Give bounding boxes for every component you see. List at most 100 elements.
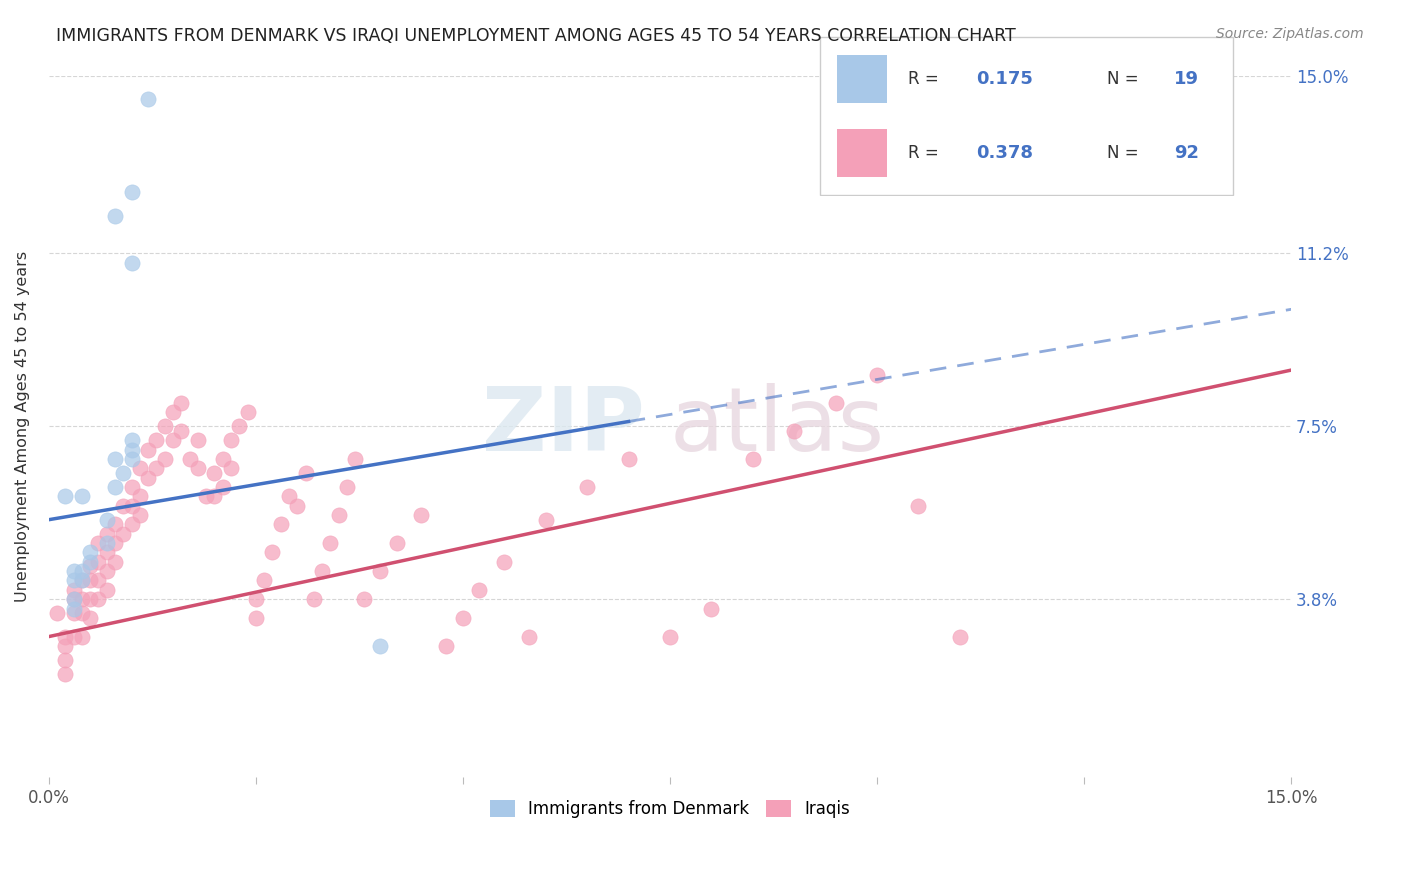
Point [70,630,93,644]
Point [121,480,143,494]
Point [319,536,342,550]
Point [211,480,233,494]
Point [219,434,242,448]
Point [104,517,127,532]
Point [278,489,301,503]
Point [79,611,101,625]
Point [385,536,408,550]
Point [62,574,84,588]
Point [145,461,167,475]
Point [79,545,101,559]
Point [434,639,457,653]
Point [136,92,159,106]
Point [62,606,84,620]
Text: IMMIGRANTS FROM DENMARK VS IRAQI UNEMPLOYMENT AMONG AGES 45 TO 54 YEARS CORRELAT: IMMIGRANTS FROM DENMARK VS IRAQI UNEMPLO… [56,27,1017,45]
FancyBboxPatch shape [820,37,1233,194]
Point [353,592,375,607]
Point [121,255,143,269]
Text: N =: N = [1107,144,1143,161]
Point [96,513,118,527]
Point [62,630,84,644]
Bar [837,55,887,103]
Point [700,601,723,615]
Point [228,419,250,434]
Point [62,582,84,597]
Point [104,451,127,466]
Point [294,466,316,480]
Point [179,451,201,466]
Point [617,451,640,466]
Point [121,517,143,532]
Point [46,606,69,620]
Point [328,508,350,522]
Point [121,186,143,200]
Point [87,555,110,569]
Point [866,368,889,382]
Point [70,564,93,578]
Bar [837,128,887,177]
Point [202,489,225,503]
Text: R =: R = [908,70,945,88]
Point [79,574,101,588]
Point [128,508,150,522]
Point [79,592,101,607]
Point [783,424,806,438]
Point [70,574,93,588]
Point [96,582,118,597]
Point [170,424,193,438]
Point [79,559,101,574]
Point [907,499,929,513]
Point [270,517,292,532]
Point [62,601,84,615]
Point [285,499,308,513]
Point [187,434,209,448]
Point [236,405,259,419]
Point [368,564,391,578]
Point [517,630,540,644]
Point [145,434,167,448]
Text: 0.378: 0.378 [976,144,1033,161]
Point [62,564,84,578]
Point [53,639,76,653]
Point [121,451,143,466]
Point [128,461,150,475]
Point [949,630,972,644]
Text: atlas: atlas [671,383,886,470]
Point [336,480,359,494]
Point [87,592,110,607]
Point [70,489,93,503]
Point [741,451,763,466]
Point [112,499,135,513]
Point [112,466,135,480]
Point [70,592,93,607]
Text: 0.175: 0.175 [976,70,1032,88]
Text: N =: N = [1107,70,1143,88]
Point [104,209,127,223]
Point [468,582,491,597]
Point [576,480,599,494]
Point [104,536,127,550]
Point [245,592,267,607]
Point [121,434,143,448]
Point [211,451,233,466]
Point [79,555,101,569]
Point [153,419,176,434]
Point [451,611,474,625]
Point [659,630,682,644]
Point [162,405,184,419]
Point [104,555,127,569]
Text: Source: ZipAtlas.com: Source: ZipAtlas.com [1216,27,1364,41]
Point [202,466,225,480]
Point [62,592,84,607]
Point [136,470,159,484]
Point [153,451,176,466]
Point [53,489,76,503]
Point [302,592,325,607]
Point [104,480,127,494]
Point [96,536,118,550]
Point [162,434,184,448]
Point [136,442,159,457]
Point [87,574,110,588]
Y-axis label: Unemployment Among Ages 45 to 54 years: Unemployment Among Ages 45 to 54 years [15,251,30,602]
Point [96,564,118,578]
